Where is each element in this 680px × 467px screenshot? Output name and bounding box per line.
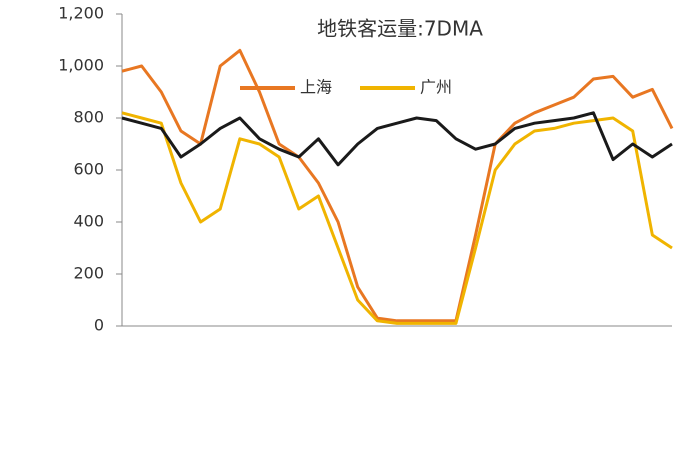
y-tick-label: 800 (73, 108, 104, 127)
chart-title: 地铁客运量:7DMA (317, 17, 483, 41)
y-tick-label: 200 (73, 264, 104, 283)
legend-label: 广州 (420, 78, 452, 97)
y-tick-label: 600 (73, 160, 104, 179)
legend-label: 上海 (300, 78, 332, 97)
y-tick-label: 1,200 (58, 4, 104, 23)
series-line (121, 111, 673, 167)
y-tick-label: 0 (94, 316, 104, 335)
series-line (121, 111, 673, 325)
y-tick-label: 400 (73, 212, 104, 231)
series-line (121, 48, 674, 323)
y-tick-label: 1,000 (58, 56, 104, 75)
